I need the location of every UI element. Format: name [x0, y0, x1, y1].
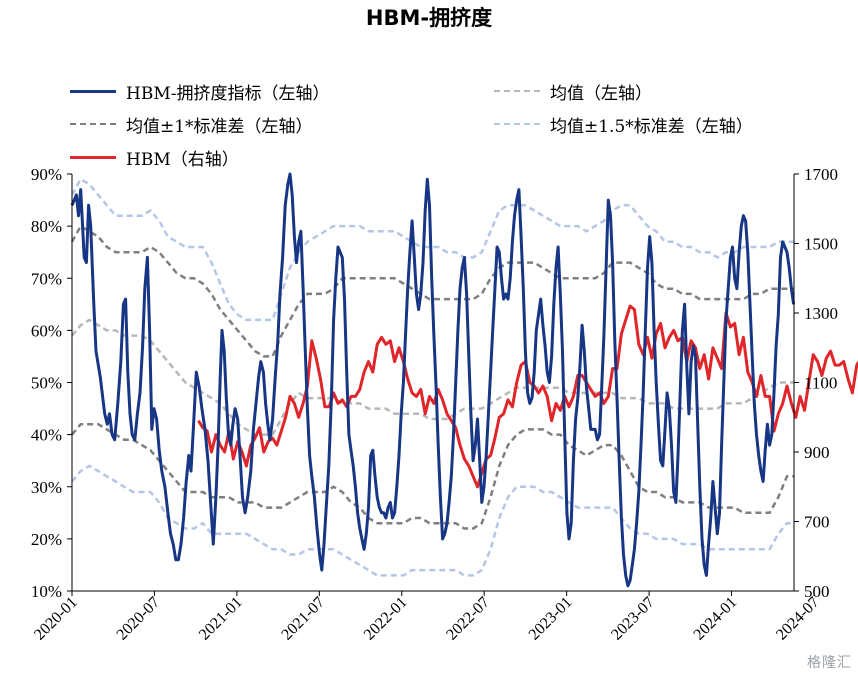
- x-tick-label: 2020-01: [31, 594, 81, 644]
- x-tick-label: 2022-07: [443, 594, 493, 644]
- x-tick-label: 2021-01: [196, 594, 246, 644]
- x-tick-label: 2023-01: [526, 594, 576, 644]
- legend-swatch-crowding: [70, 89, 116, 93]
- y-right-tick-label: 500: [804, 582, 830, 601]
- y-left-tick-label: 80%: [31, 217, 62, 236]
- series-line-band1-lower: [71, 422, 794, 530]
- x-tick-label: 2021-07: [278, 594, 328, 644]
- legend-item-mean: 均值（左轴）: [494, 78, 652, 104]
- series-line-band15-lower: [71, 464, 794, 577]
- series-line-band1-upper: [70, 224, 794, 358]
- x-tick-label: 2022-01: [361, 594, 411, 644]
- y-left-tick-label: 40%: [31, 426, 62, 445]
- y-left-tick-label: 60%: [31, 321, 62, 340]
- y-right-tick-label: 700: [804, 513, 830, 532]
- plot-lines: [70, 172, 858, 588]
- legend-swatch-hbm: [70, 155, 116, 159]
- legend-label-band1: 均值±1*标准差（左轴）: [126, 116, 313, 137]
- legend-item-hbm: HBM（右轴）: [70, 144, 239, 170]
- series-line-crowding: [70, 172, 796, 588]
- y-left-tick-label: 70%: [31, 269, 62, 288]
- chart-title: HBM-拥挤度: [365, 6, 493, 30]
- y-left-tick-label: 20%: [31, 530, 62, 549]
- y-right-tick-label: 1100: [804, 374, 837, 393]
- series-line-mean: [71, 318, 794, 436]
- x-tick-label: 2024-07: [773, 594, 823, 644]
- y-left-tick-label: 50%: [31, 374, 62, 393]
- legend-item-band1: 均值±1*标准差（左轴）: [70, 111, 313, 137]
- y-left-tick-label: 10%: [31, 582, 62, 601]
- legend-swatch-band1: [70, 123, 116, 125]
- legend-item-band15: 均值±1.5*标准差（左轴）: [494, 111, 753, 137]
- x-tick-label: 2020-07: [114, 594, 164, 644]
- y-right-tick-label: 900: [804, 443, 830, 462]
- legend-item-crowding: HBM-拥挤度指标（左轴）: [70, 78, 329, 104]
- legend-swatch-mean: [494, 90, 540, 92]
- legend-label-mean: 均值（左轴）: [550, 83, 652, 104]
- legend-label-hbm: HBM（右轴）: [126, 149, 239, 170]
- y-right-tick-label: 1700: [804, 165, 838, 184]
- legend-label-band15: 均值±1.5*标准差（左轴）: [550, 116, 753, 137]
- y-left-tick-label: 90%: [31, 165, 62, 184]
- y-right-tick-label: 1500: [804, 235, 838, 254]
- x-tick-label: 2024-01: [691, 594, 741, 644]
- x-tick-label: 2023-07: [608, 594, 658, 644]
- y-left-tick-label: 30%: [31, 478, 62, 497]
- y-right-tick-label: 1300: [804, 304, 838, 323]
- legend-swatch-band15: [494, 123, 540, 125]
- series-line-band15-upper: [70, 177, 794, 322]
- watermark: 格隆汇: [807, 655, 852, 671]
- legend-label-crowding: HBM-拥挤度指标（左轴）: [126, 83, 330, 104]
- series-line-hbm: [197, 304, 858, 489]
